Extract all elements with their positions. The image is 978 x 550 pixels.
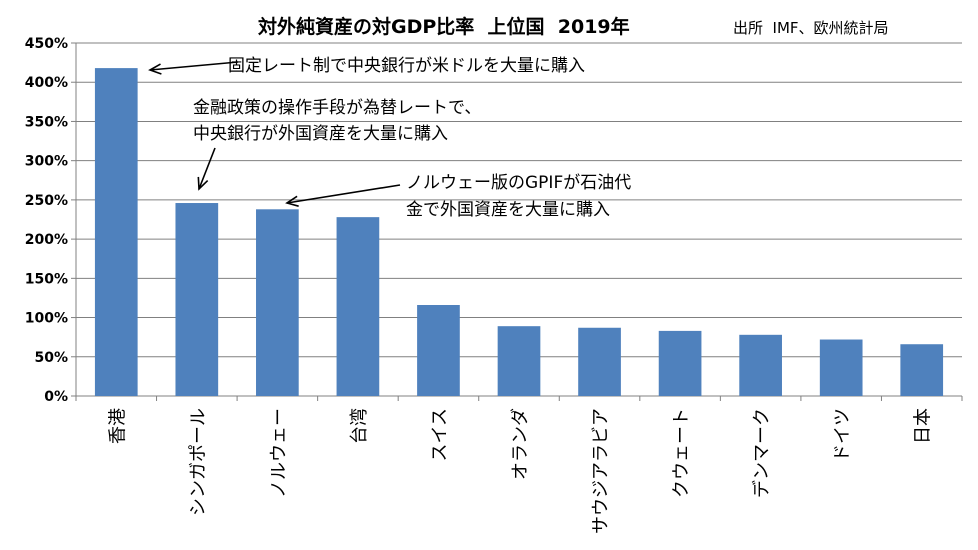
annotation-arrow bbox=[286, 184, 401, 204]
bar bbox=[336, 217, 380, 396]
y-tick-label: 0% bbox=[44, 389, 68, 405]
y-tick-label: 50% bbox=[34, 350, 68, 366]
y-tick-label: 400% bbox=[25, 75, 68, 91]
bar bbox=[900, 344, 944, 396]
y-tick-labels: 0% 50% 100% 150% 200% 250% 300% 350% 400% 450% bbox=[25, 36, 68, 405]
y-tick-label: 450% bbox=[25, 36, 68, 52]
chart-title: 対外純資産の対GDP比率 上位国 2019年 bbox=[257, 15, 630, 38]
category-label: デンマーク bbox=[752, 408, 773, 498]
bar bbox=[578, 327, 621, 396]
category-label: オランダ bbox=[510, 408, 531, 480]
chart-source: 出所 IMF、欧州統計局 bbox=[733, 19, 889, 37]
arrowhead bbox=[148, 63, 162, 75]
annotation-arrow bbox=[149, 61, 239, 71]
y-tick-label: 350% bbox=[25, 114, 68, 130]
bars bbox=[94, 68, 944, 396]
y-tick-label: 250% bbox=[25, 193, 68, 209]
gridlines bbox=[76, 42, 962, 358]
bar bbox=[497, 326, 541, 396]
annotation-text: 固定レート制で中央銀行が米ドルを大量に購入 bbox=[228, 56, 585, 76]
bar bbox=[819, 339, 863, 396]
annotation-text: 金融政策の操作手段が為替レートで、 bbox=[193, 98, 481, 118]
annotation-text: ノルウェー版のGPIFが石油代 bbox=[406, 173, 631, 193]
category-label: サウジアラビア bbox=[591, 408, 612, 534]
category-label: 香港 bbox=[107, 408, 128, 444]
category-label: クウェート bbox=[671, 408, 692, 498]
y-tick-label: 150% bbox=[25, 271, 68, 287]
bar bbox=[417, 305, 460, 396]
annotation-arrow bbox=[198, 147, 216, 190]
category-label: 日本 bbox=[913, 408, 934, 444]
category-labels: 香港 シンガポール ノルウェー 台湾 スイス オランダ サウジアラビア クウェート デンマーク ド… bbox=[107, 408, 933, 534]
bar bbox=[175, 203, 219, 396]
y-tick-label: 100% bbox=[25, 311, 68, 327]
annotation-text: 中央銀行が外国資産を大量に購入 bbox=[193, 124, 448, 144]
bar bbox=[94, 68, 138, 396]
category-label: シンガポール bbox=[188, 408, 209, 516]
category-label: ドイツ bbox=[832, 408, 853, 462]
y-tick-label: 300% bbox=[25, 154, 68, 170]
arrowhead bbox=[285, 195, 299, 207]
category-label: 台湾 bbox=[349, 408, 370, 444]
category-label: スイス bbox=[429, 408, 450, 461]
annotation-text: 金で外国資産を大量に購入 bbox=[406, 200, 610, 220]
category-label: ノルウェー bbox=[268, 408, 289, 498]
y-tick-label: 200% bbox=[25, 232, 68, 248]
bar bbox=[658, 330, 702, 396]
bar bbox=[256, 209, 299, 396]
bar bbox=[739, 334, 782, 396]
annotations: 固定レート制で中央銀行が米ドルを大量に購入金融政策の操作手段が為替レートで、中央… bbox=[148, 56, 631, 220]
arrowhead bbox=[197, 176, 209, 191]
